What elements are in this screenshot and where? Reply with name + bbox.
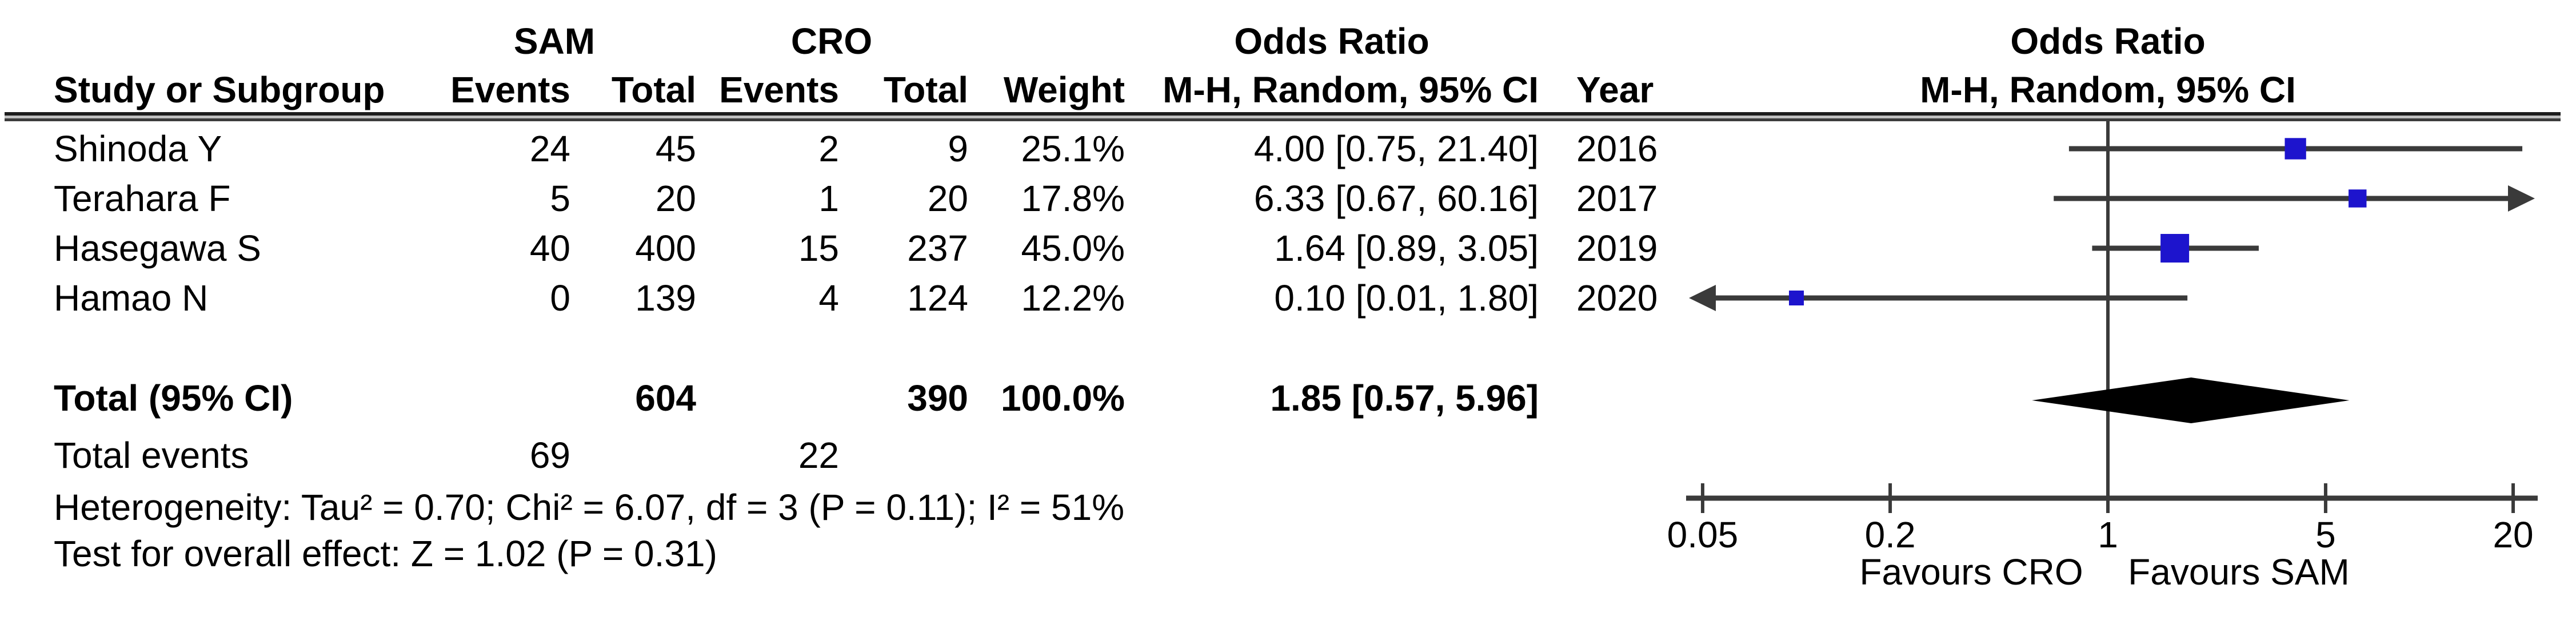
plot-title-odds-ratio: Odds Ratio [2010,21,2206,62]
plot-subtitle-mh-ci: M-H, Random, 95% CI [1920,69,2296,110]
cro-events: 1 [818,178,839,219]
year-value: 2019 [1576,228,1658,269]
header-rule [5,112,2561,121]
study-name: Hasegawa S [54,228,261,269]
weight-value: 17.8% [1021,178,1125,219]
col-header-cro-events: Events [719,69,839,110]
cro-total: 237 [907,228,968,269]
col-header-sam-events: Events [450,69,570,110]
cro-events: 2 [818,128,839,169]
total-cro: 390 [907,377,968,419]
effect-square-0 [2285,138,2306,160]
year-value: 2020 [1576,277,1658,319]
col-header-mh-ci: M-H, Random, 95% CI [1163,69,1539,110]
col-group-cro: CRO [790,21,873,62]
axis-tick-label-20: 20 [2493,514,2534,555]
total-sam: 604 [635,377,696,419]
total-events-label: Total events [54,435,249,476]
cro-total: 124 [907,277,968,319]
col-header-weight: Weight [1003,69,1125,110]
axis-tick-label-5: 5 [2315,514,2336,555]
ci-arrow-right-1 [2508,185,2535,212]
sam-events: 24 [529,128,570,169]
year-value: 2016 [1576,128,1658,169]
or-ci-value: 1.64 [0.89, 3.05] [1274,228,1539,269]
ci-arrow-left-3 [1689,285,1716,311]
axis-tick-label-0.2: 0.2 [1864,514,1916,555]
favours-left-label: Favours CRO [1859,551,2083,593]
sam-events: 0 [550,277,570,319]
effect-square-1 [2349,189,2367,208]
study-name: Hamao N [54,277,209,319]
total-label: Total (95% CI) [54,377,293,419]
effect-square-2 [2160,234,2190,263]
weight-value: 45.0% [1021,228,1125,269]
col-header-study: Study or Subgroup [54,69,385,110]
year-value: 2017 [1576,178,1658,219]
cro-total: 9 [948,128,968,169]
cro-total: 20 [927,178,968,219]
total-events-cro: 22 [798,435,839,476]
overall-effect-test: Test for overall effect: Z = 1.02 (P = 0… [54,533,717,574]
axis-tick-label-0.05: 0.05 [1667,514,1739,555]
cro-events: 15 [798,228,839,269]
total-weight: 100.0% [1000,377,1125,419]
col-group-sam: SAM [513,21,596,62]
col-group-odds-ratio: Odds Ratio [1234,21,1429,62]
or-ci-value: 4.00 [0.75, 21.40] [1253,128,1539,169]
col-header-sam-total: Total [611,69,696,110]
or-ci-value: 6.33 [0.67, 60.16] [1253,178,1539,219]
col-header-cro-total: Total [883,69,968,110]
sam-total: 139 [635,277,696,319]
axis-tick-label-1: 1 [2098,514,2118,555]
favours-right-label: Favours SAM [2128,551,2350,593]
col-header-year: Year [1576,69,1654,110]
heterogeneity-stats: Heterogeneity: Tau² = 0.70; Chi² = 6.07,… [54,487,1125,528]
total-events-sam: 69 [529,435,570,476]
sam-events: 40 [529,228,570,269]
sam-total: 20 [655,178,696,219]
weight-value: 25.1% [1021,128,1125,169]
or-ci-value: 0.10 [0.01, 1.80] [1274,277,1539,319]
cro-events: 4 [818,277,839,319]
weight-value: 12.2% [1021,277,1125,319]
summary-diamond [2031,377,2350,423]
total-or-ci: 1.85 [0.57, 5.96] [1270,377,1539,419]
effect-square-3 [1788,290,1804,306]
study-name: Terahara F [54,178,231,219]
sam-events: 5 [550,178,570,219]
study-name: Shinoda Y [54,128,222,169]
sam-total: 400 [635,228,696,269]
sam-total: 45 [655,128,696,169]
